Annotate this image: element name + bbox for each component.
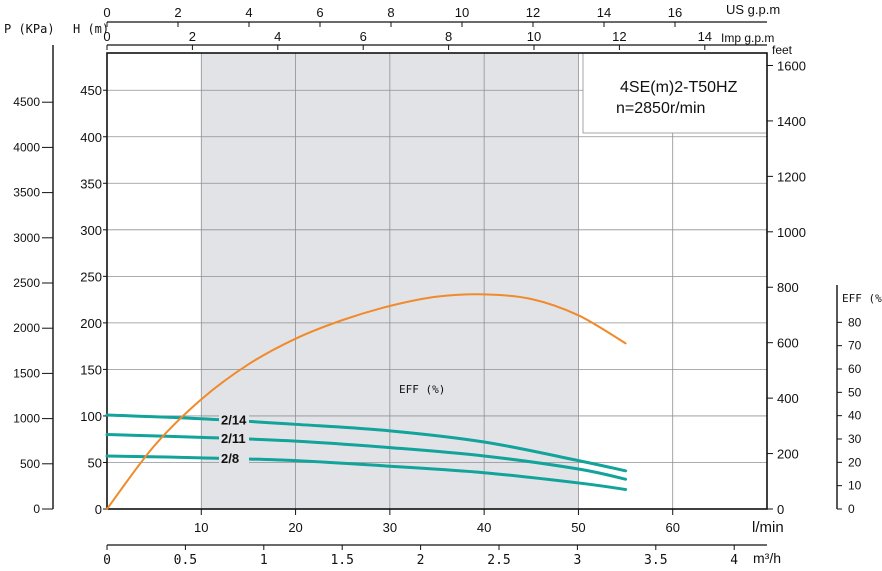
pressure-tick-label: 1500	[13, 366, 40, 380]
eff-tick-label: 30	[848, 432, 862, 446]
imp-gpm-tick-label: 2	[189, 29, 196, 44]
imp-gpm-tick-label: 10	[527, 29, 541, 44]
head-label: H (m)	[73, 22, 109, 36]
imp-gpm-tick-label: 4	[274, 29, 281, 44]
pressure-tick-label: 2000	[13, 321, 40, 335]
eff-label-bg	[396, 381, 444, 396]
head-tick-label: 0	[95, 502, 102, 517]
feet-tick-label: 800	[777, 280, 799, 295]
model-name: 4SE(m)2-T50HZ	[620, 79, 738, 96]
m3h-label: m³/h	[753, 550, 781, 566]
us-gpm-label: US g.p.m	[726, 2, 780, 17]
pressure-tick-label: 2500	[13, 276, 40, 290]
eff-tick-label: 0	[848, 502, 855, 516]
us-gpm-tick-label: 6	[316, 5, 323, 20]
us-gpm-tick-label: 8	[387, 5, 394, 20]
head-tick-label: 50	[88, 455, 102, 470]
imp-gpm-tick-label: 0	[103, 29, 110, 44]
eff-curve-label: EFF (%)	[399, 383, 445, 396]
eff-tick-label: 60	[848, 362, 862, 376]
head-tick-label: 250	[80, 269, 102, 284]
feet-tick-label: 1400	[777, 114, 806, 129]
head-tick-label: 400	[80, 130, 102, 145]
curve-label-bg	[219, 451, 249, 467]
lmin-tick-label: 20	[288, 520, 302, 535]
pressure-tick-label: 500	[20, 457, 40, 471]
m3h-tick-label: 0	[103, 553, 111, 568]
head-tick-label: 150	[80, 362, 102, 377]
head-tick-label: 200	[80, 316, 102, 331]
pressure-tick-label: 4500	[13, 95, 40, 109]
feet-tick-label: 200	[777, 447, 799, 462]
imp-gpm-tick-label: 12	[612, 29, 626, 44]
feet-tick-label: 400	[777, 391, 799, 406]
feet-tick-label: 0	[777, 502, 784, 517]
eff-tick-label: 50	[848, 385, 862, 399]
head-tick-label: 350	[80, 176, 102, 191]
m3h-tick-label: 1	[260, 553, 268, 568]
eff-tick-label: 10	[848, 479, 862, 493]
pressure-tick-label: 1000	[13, 412, 40, 426]
speed-label: n=2850r/min	[616, 100, 705, 117]
imp-gpm-tick-label: 14	[698, 29, 712, 44]
us-gpm-tick-label: 16	[668, 5, 682, 20]
head-tick-label: 100	[80, 409, 102, 424]
eff-tick-label: 80	[848, 315, 862, 329]
eff-tick-label: 40	[848, 409, 862, 423]
us-gpm-tick-label: 2	[174, 5, 181, 20]
us-gpm-tick-label: 4	[245, 5, 252, 20]
lmin-tick-label: 40	[477, 520, 491, 535]
curve-2-14	[105, 413, 628, 473]
us-gpm-tick-label: 10	[455, 5, 469, 20]
feet-tick-label: 1000	[777, 225, 806, 240]
curve-label: 2/8	[221, 451, 239, 466]
lmin-label: l/min	[752, 519, 784, 536]
m3h-tick-label: 2	[417, 553, 425, 568]
us-gpm-tick-label: 0	[103, 5, 110, 20]
m3h-tick-label: 3.5	[644, 553, 667, 568]
lmin-tick-label: 30	[383, 520, 397, 535]
feet-label: feet	[772, 43, 793, 57]
eff-tick-label: 70	[848, 339, 862, 353]
pressure-tick-label: 0	[33, 502, 40, 516]
m3h-tick-label: 3	[573, 553, 581, 568]
lmin-tick-label: 60	[665, 520, 679, 535]
curve-2-8	[105, 454, 628, 491]
imp-gpm-tick-label: 8	[445, 29, 452, 44]
m3h-tick-label: 2.5	[487, 553, 510, 568]
curve-label: 2/14	[221, 412, 247, 427]
feet-tick-label: 1200	[777, 169, 806, 184]
us-gpm-tick-label: 14	[597, 5, 611, 20]
head-tick-label: 450	[80, 83, 102, 98]
m3h-tick-label: 0.5	[174, 553, 197, 568]
head-tick-label: 300	[80, 223, 102, 238]
pressure-tick-label: 3000	[13, 231, 40, 245]
curve-label-bg	[219, 430, 249, 446]
imp-gpm-tick-label: 6	[360, 29, 367, 44]
pressure-tick-label: 3500	[13, 186, 40, 200]
plot-frame	[106, 52, 768, 510]
feet-tick-label: 600	[777, 336, 799, 351]
curve-2-11	[105, 433, 628, 481]
curve-label: 2/11	[221, 431, 246, 446]
lmin-tick-label: 10	[194, 520, 208, 535]
feet-tick-label: 1600	[777, 58, 806, 73]
m3h-tick-label: 1.5	[330, 553, 353, 568]
pressure-label: P (KPa)	[4, 22, 55, 36]
efficiency-curve	[106, 293, 627, 510]
pressure-tick-label: 4000	[13, 140, 40, 154]
curve-label-bg	[219, 412, 249, 428]
m3h-tick-label: 4	[730, 553, 738, 568]
us-gpm-tick-label: 12	[526, 5, 540, 20]
eff-axis-label: EFF (%)	[842, 292, 882, 305]
imp-gpm-label: Imp g.p.m	[721, 31, 774, 45]
eff-tick-label: 20	[848, 455, 862, 469]
lmin-tick-label: 50	[571, 520, 585, 535]
